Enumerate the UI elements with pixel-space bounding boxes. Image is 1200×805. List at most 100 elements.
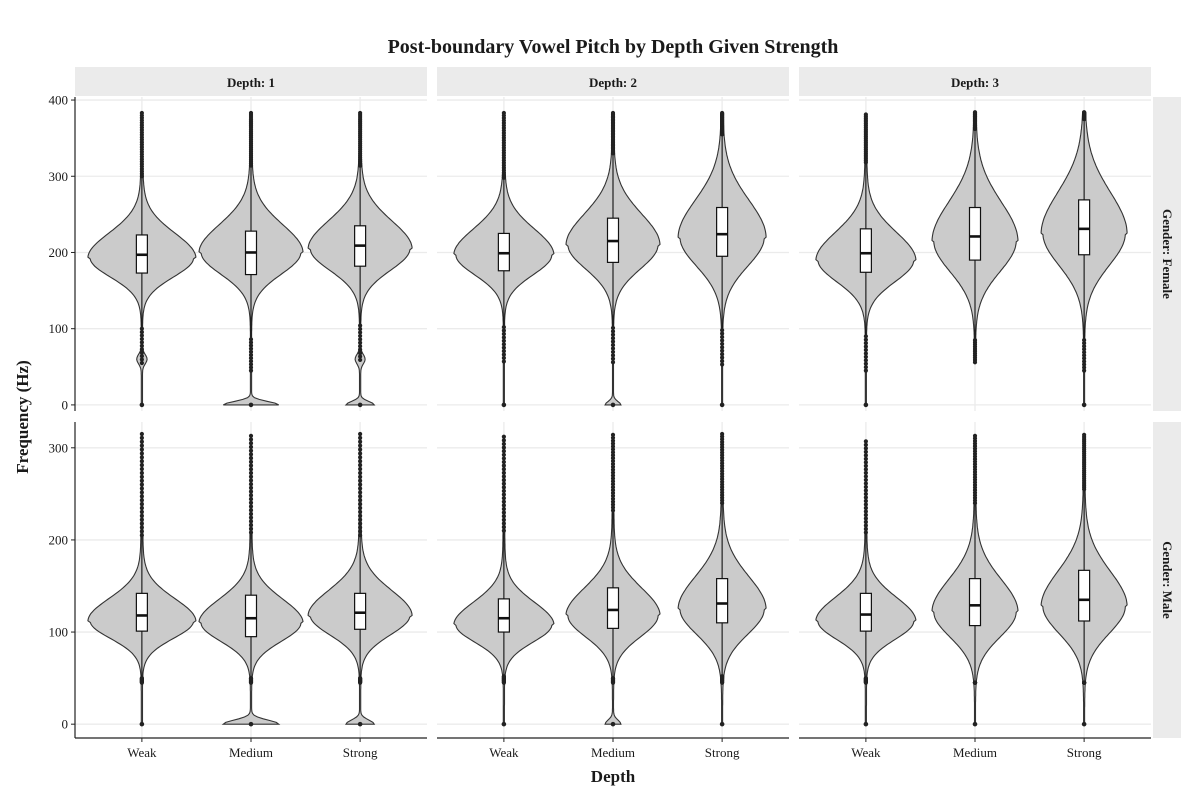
outlier-point bbox=[248, 489, 254, 494]
outlier-point bbox=[358, 498, 363, 503]
outlier-point bbox=[610, 502, 616, 507]
outlier-point bbox=[863, 337, 868, 342]
outlier-point bbox=[358, 435, 363, 440]
outlier-point bbox=[972, 721, 978, 727]
outlier-point bbox=[357, 721, 363, 727]
outlier-point bbox=[610, 499, 616, 504]
outlier-point bbox=[358, 478, 363, 483]
outlier-point bbox=[139, 490, 144, 495]
outlier-point bbox=[610, 505, 616, 510]
outlier-point bbox=[139, 529, 144, 534]
x-tick-label: Strong bbox=[705, 745, 740, 760]
outlier-point bbox=[358, 354, 363, 359]
outlier-point bbox=[610, 476, 616, 481]
outlier-point bbox=[610, 353, 616, 358]
outlier-point bbox=[248, 515, 254, 520]
outlier-point bbox=[358, 470, 363, 476]
outlier-point bbox=[248, 448, 254, 453]
outlier-point bbox=[248, 478, 254, 483]
outlier-point bbox=[610, 508, 616, 513]
outlier-point bbox=[358, 455, 363, 460]
outlier-point bbox=[139, 721, 145, 727]
outlier-point bbox=[358, 502, 363, 507]
outlier-point bbox=[248, 463, 254, 468]
outlier-point bbox=[358, 443, 363, 448]
outlier-point bbox=[358, 451, 363, 456]
outlier-point bbox=[863, 516, 868, 521]
outlier-point bbox=[358, 482, 363, 487]
outlier-point bbox=[501, 514, 506, 519]
outlier-point bbox=[358, 337, 363, 342]
outlier-point bbox=[248, 467, 254, 472]
outlier-point bbox=[248, 526, 254, 531]
outlier-point bbox=[863, 368, 868, 373]
outlier-point bbox=[139, 402, 145, 408]
outlier-point bbox=[501, 338, 506, 343]
outlier-point bbox=[358, 333, 363, 339]
outlier-point bbox=[139, 505, 144, 511]
outlier-point bbox=[248, 433, 254, 438]
outlier-point bbox=[248, 500, 254, 505]
row-strip bbox=[1153, 422, 1181, 738]
outlier-point bbox=[501, 521, 506, 526]
outlier-point bbox=[248, 493, 254, 498]
outlier-point bbox=[248, 496, 254, 502]
outlier-point bbox=[863, 523, 868, 528]
outlier-point bbox=[1082, 344, 1087, 349]
outlier-point bbox=[1082, 680, 1087, 685]
outlier-point bbox=[501, 488, 506, 494]
outlier-point bbox=[358, 344, 363, 349]
outlier-point bbox=[248, 110, 254, 116]
outlier-point bbox=[610, 325, 616, 331]
outlier-point bbox=[1082, 110, 1087, 115]
row-strip bbox=[1153, 97, 1181, 411]
outlier-point bbox=[501, 345, 506, 350]
y-tick-label: 200 bbox=[49, 532, 69, 547]
outlier-point bbox=[501, 492, 506, 497]
box bbox=[1078, 569, 1091, 622]
outlier-point bbox=[1082, 362, 1087, 367]
outlier-point bbox=[358, 474, 363, 479]
outlier-point bbox=[501, 470, 506, 475]
outlier-point bbox=[139, 509, 144, 515]
outlier-point bbox=[248, 437, 254, 442]
x-tick-label: Strong bbox=[343, 745, 378, 760]
outlier-point bbox=[358, 525, 363, 530]
outlier-point bbox=[863, 484, 868, 490]
x-tick-label: Medium bbox=[953, 745, 997, 760]
outlier-point bbox=[358, 494, 363, 499]
outlier-point bbox=[610, 447, 616, 452]
outlier-point bbox=[139, 502, 144, 507]
outlier-point bbox=[248, 452, 254, 457]
outlier-point bbox=[610, 456, 616, 461]
outlier-point bbox=[501, 335, 506, 340]
box bbox=[859, 228, 872, 273]
outlier-point bbox=[248, 459, 254, 464]
outlier-point bbox=[501, 503, 506, 508]
outlier-point bbox=[1082, 432, 1087, 437]
outlier-point bbox=[863, 442, 868, 447]
outlier-point bbox=[248, 470, 254, 476]
outlier-point bbox=[720, 348, 725, 353]
column-strip-label: Depth: 3 bbox=[951, 75, 1000, 90]
outlier-point bbox=[248, 340, 254, 345]
column-strip bbox=[437, 67, 789, 96]
outlier-point bbox=[1082, 353, 1087, 358]
box bbox=[497, 598, 510, 633]
outlier-point bbox=[139, 326, 144, 331]
outlier-point bbox=[863, 453, 868, 458]
outlier-point bbox=[863, 512, 868, 518]
outlier-point bbox=[610, 438, 616, 443]
outlier-point bbox=[863, 463, 868, 469]
outlier-point bbox=[501, 481, 506, 486]
outlier-point bbox=[863, 361, 868, 366]
outlier-point bbox=[357, 402, 363, 408]
outlier-point bbox=[720, 431, 725, 437]
outlier-point bbox=[248, 365, 254, 370]
outlier-point bbox=[139, 110, 144, 116]
outlier-point bbox=[1082, 338, 1087, 343]
outlier-point bbox=[863, 351, 868, 356]
outlier-point bbox=[863, 460, 868, 465]
outlier-point bbox=[139, 330, 144, 335]
outlier-point bbox=[863, 505, 868, 511]
